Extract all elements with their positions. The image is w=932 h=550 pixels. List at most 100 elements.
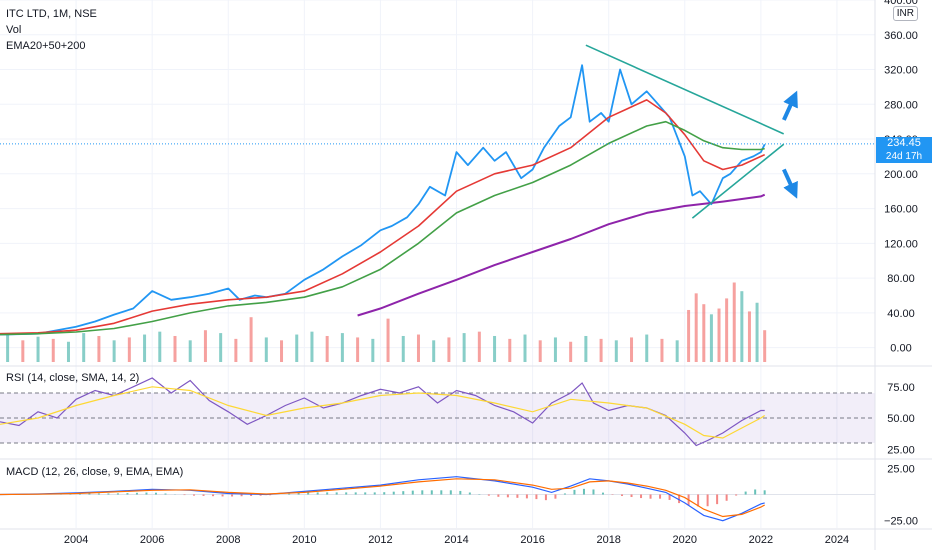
volume-bar xyxy=(173,335,177,362)
volume-bar xyxy=(447,337,451,362)
macd-histogram-bar xyxy=(449,490,452,495)
macd-histogram-bar xyxy=(88,493,91,495)
macd-histogram-bar xyxy=(630,494,633,498)
signal-line xyxy=(0,478,765,518)
volume-bar xyxy=(158,331,162,362)
rsi-legend[interactable]: RSI (14, close, SMA, 14, 2) xyxy=(6,372,140,384)
macd-histogram-bar xyxy=(135,492,138,495)
macd-histogram-bar xyxy=(697,494,700,507)
y-tick-label: 0.00 xyxy=(890,343,911,355)
macd-histogram-bar xyxy=(221,494,224,497)
macd-histogram-bar xyxy=(116,493,119,495)
x-tick-label: 2012 xyxy=(368,534,392,546)
macd-histogram-bar xyxy=(154,492,157,495)
ema-label[interactable]: EMA20+50+200 xyxy=(6,40,86,52)
volume-bar xyxy=(508,338,512,362)
y-tick-label: 280.00 xyxy=(884,99,918,111)
macd-histogram-bar xyxy=(525,494,528,499)
macd-histogram-bar xyxy=(592,489,595,495)
rsi-panel xyxy=(0,377,875,447)
macd-legend[interactable]: MACD (12, 26, close, 9, EMA, EMA) xyxy=(6,466,184,478)
ema200-line xyxy=(357,193,766,317)
macd-histogram-bar xyxy=(744,491,747,495)
volume-bar xyxy=(584,335,588,362)
volume-bar xyxy=(112,340,116,362)
volume-bar xyxy=(702,304,706,362)
volume-bar xyxy=(325,335,329,362)
macd-histogram-bar xyxy=(649,494,652,499)
macd-tick-label: 25.00 xyxy=(887,463,915,475)
y-tick-label: 200.00 xyxy=(884,169,918,181)
volume-bar xyxy=(66,341,70,362)
macd-histogram-bar xyxy=(288,493,291,495)
rsi-tick-label: 75.00 xyxy=(887,382,915,394)
macd-histogram-bar xyxy=(193,494,196,496)
macd-histogram-bar xyxy=(516,494,519,498)
x-tick-label: 2004 xyxy=(64,534,88,546)
x-tick-label: 2008 xyxy=(216,534,240,546)
macd-histogram-bar xyxy=(421,490,424,495)
macd-histogram-bar xyxy=(297,492,300,495)
volume-bar xyxy=(188,340,192,362)
volume-bar xyxy=(127,337,131,362)
macd-histogram-bar xyxy=(668,494,671,500)
volume-bar xyxy=(553,337,557,362)
volume-bar xyxy=(493,335,497,362)
macd-histogram-bar xyxy=(164,493,167,495)
trendline xyxy=(585,44,785,135)
volume-bar xyxy=(143,334,147,362)
macd-histogram-bar xyxy=(250,494,253,496)
macd-histogram-bar xyxy=(145,492,148,495)
volume-bar xyxy=(747,311,751,362)
macd-histogram-bar xyxy=(506,494,509,498)
volume-bar xyxy=(280,340,284,362)
y-tick-label: 80.00 xyxy=(887,273,915,285)
macd-histogram-bar xyxy=(383,492,386,495)
currency-badge[interactable]: INR xyxy=(892,6,918,21)
y-tick-label: 320.00 xyxy=(884,65,918,77)
volume-bar xyxy=(203,330,207,362)
y-tick-label: 160.00 xyxy=(884,204,918,216)
macd-histogram-bar xyxy=(554,494,557,499)
y-tick-label: 120.00 xyxy=(884,238,918,250)
volume-bar xyxy=(249,317,253,362)
macd-histogram-bar xyxy=(97,493,100,495)
macd-histogram-bar xyxy=(373,492,376,495)
macd-histogram-bar xyxy=(307,492,310,495)
volume-bar xyxy=(569,341,573,362)
symbol-title[interactable]: ITC LTD, 1M, NSE xyxy=(6,8,97,20)
macd-histogram-bar xyxy=(364,492,367,495)
trendline xyxy=(691,143,785,219)
macd-histogram-bar xyxy=(497,494,500,497)
volume-bar xyxy=(401,335,405,362)
macd-histogram-bar xyxy=(316,492,319,495)
x-tick-label: 2010 xyxy=(292,534,316,546)
volume-bar xyxy=(709,314,713,362)
macd-histogram-bar xyxy=(706,494,709,507)
price-line xyxy=(0,64,766,336)
volume-bar xyxy=(97,335,101,362)
volume-label[interactable]: Vol xyxy=(6,24,22,36)
volume-bar xyxy=(732,282,736,362)
macd-histogram-bar xyxy=(678,494,681,504)
volume-bar xyxy=(82,333,86,362)
macd-histogram-bar xyxy=(269,494,272,496)
macd-histogram-bar xyxy=(392,491,395,495)
macd-histogram-bar xyxy=(402,491,405,495)
macd-histogram-bar xyxy=(240,494,243,497)
macd-histogram-bar xyxy=(430,490,433,495)
macd-histogram-bar xyxy=(78,493,81,495)
volume-bar xyxy=(660,338,664,362)
volume-bar xyxy=(340,333,344,362)
volume-bar xyxy=(264,337,268,362)
volume-bar xyxy=(295,334,299,362)
macd-histogram-bar xyxy=(107,493,110,495)
macd-histogram-bar xyxy=(640,494,643,499)
macd-histogram-bar xyxy=(659,494,662,499)
last-price-tag: 234.45 24d 17h xyxy=(876,137,932,163)
volume-bar xyxy=(725,298,729,362)
volume-bar xyxy=(599,338,603,362)
volume-bar xyxy=(432,340,436,362)
macd-histogram-bar xyxy=(573,489,576,495)
